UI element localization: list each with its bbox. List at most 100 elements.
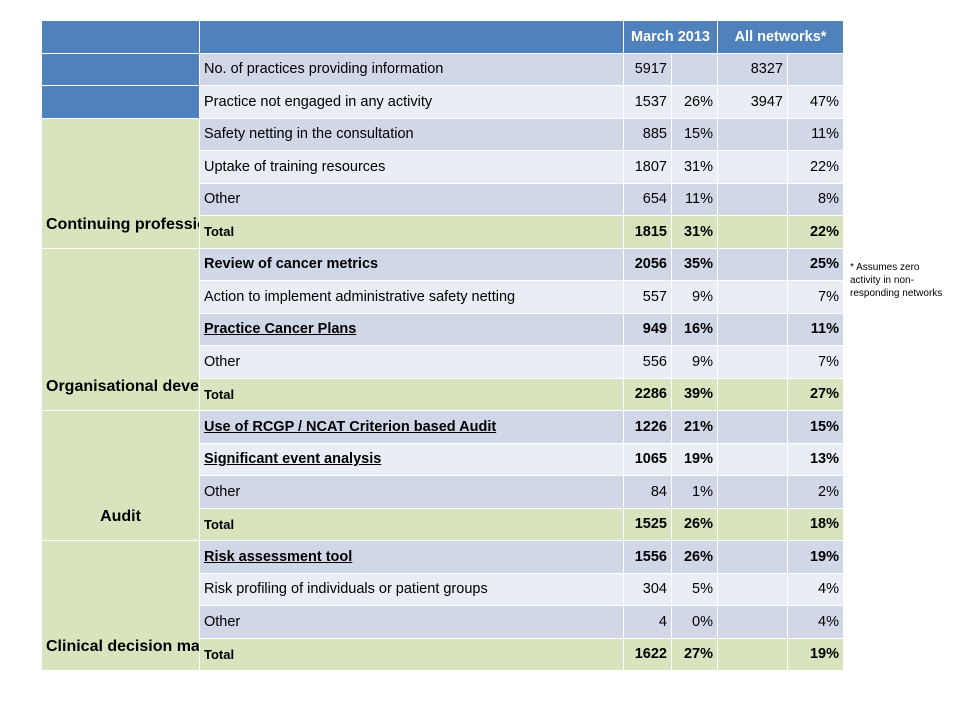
march-percent: 0% xyxy=(671,605,718,639)
row-label: Uptake of training resources xyxy=(199,150,624,184)
march-percent: 15% xyxy=(671,117,718,151)
row-label: Risk assessment tool xyxy=(199,540,624,574)
table-row: Other 4 0% 4% xyxy=(42,605,845,639)
march-count: 1065 xyxy=(623,442,672,476)
row-label: Other xyxy=(199,345,624,379)
header-blank xyxy=(199,20,624,54)
all-networks-count xyxy=(717,377,788,411)
all-networks-percent: 7% xyxy=(786,345,845,379)
row-label: Other xyxy=(199,182,624,216)
all-networks-percent: 22% xyxy=(786,215,845,249)
all-networks-percent: 19% xyxy=(786,637,845,671)
march-count: 84 xyxy=(623,475,672,509)
all-networks-percent: 18% xyxy=(786,507,845,541)
march-percent: 19% xyxy=(671,442,718,476)
header-all-networks: All networks* xyxy=(716,20,845,54)
all-networks-count xyxy=(717,312,788,346)
march-count: 1537 xyxy=(623,85,672,119)
header-row: March 2013 All networks* xyxy=(41,20,845,54)
march-count: 2286 xyxy=(623,377,672,411)
table-row: Uptake of training resources 1807 31% 22… xyxy=(42,150,845,184)
all-networks-percent: 2% xyxy=(786,475,845,509)
total-row: Total 1525 26% 18% xyxy=(42,507,845,541)
all-networks-count: 3947 xyxy=(717,85,788,119)
total-row: Total 2286 39% 27% xyxy=(42,377,845,411)
march-percent: 26% xyxy=(671,85,718,119)
row-blank-cell xyxy=(41,85,200,119)
underlined-label: Risk assessment tool xyxy=(204,548,353,565)
march-percent: 21% xyxy=(671,410,718,444)
total-row: Total 1815 31% 22% xyxy=(42,215,845,249)
header-march-2013: March 2013 xyxy=(623,20,718,54)
all-networks-count xyxy=(717,345,788,379)
table-row: Significant event analysis 1065 19% 13% xyxy=(42,442,845,476)
march-percent: 26% xyxy=(671,507,718,541)
all-networks-percent: 8% xyxy=(786,182,845,216)
all-networks-count xyxy=(717,572,788,606)
all-networks-count xyxy=(717,150,788,184)
march-count: 1226 xyxy=(623,410,672,444)
row-label: Total xyxy=(199,507,624,541)
all-networks-percent: 11% xyxy=(786,117,845,151)
group-label-cpd: Continuing professional development xyxy=(41,117,200,249)
all-networks-count xyxy=(717,442,788,476)
march-count: 557 xyxy=(623,280,672,314)
table-row: Practice Cancer Plans 949 16% 11% xyxy=(42,312,845,346)
all-networks-count xyxy=(717,410,788,444)
march-count: 1807 xyxy=(623,150,672,184)
march-count: 949 xyxy=(623,312,672,346)
march-percent: 27% xyxy=(671,637,718,671)
all-networks-percent xyxy=(786,52,845,86)
table-row: Audit Use of RCGP / NCAT Criterion based… xyxy=(41,410,845,541)
row-label: Risk profiling of individuals or patient… xyxy=(199,572,624,606)
march-percent: 31% xyxy=(671,215,718,249)
march-count: 304 xyxy=(623,572,672,606)
practice-activity-table: March 2013 All networks* No. of practice… xyxy=(41,20,845,671)
underlined-label: Significant event analysis xyxy=(204,451,382,468)
row-label: Other xyxy=(199,605,624,639)
march-percent: 35% xyxy=(671,247,718,281)
all-networks-count xyxy=(717,247,788,281)
table-row: Other 654 11% 8% xyxy=(42,182,845,216)
march-percent: 11% xyxy=(671,182,718,216)
march-percent: 26% xyxy=(671,540,718,574)
row-label: Significant event analysis xyxy=(199,442,624,476)
table-row: Action to implement administrative safet… xyxy=(42,280,845,314)
table-row: Other 84 1% 2% xyxy=(42,475,845,509)
march-count: 654 xyxy=(623,182,672,216)
footnote: * Assumes zero activity in non-respondin… xyxy=(850,262,943,299)
all-networks-percent: 4% xyxy=(786,572,845,606)
underlined-label: Practice Cancer Plans xyxy=(204,321,357,338)
table-row: Organisational development Review of can… xyxy=(41,247,845,411)
table-row: Continuing professional development Safe… xyxy=(41,117,845,249)
march-percent: 16% xyxy=(671,312,718,346)
row-label: Review of cancer metrics xyxy=(199,247,624,281)
row-blank-cell xyxy=(41,52,200,86)
march-percent: 9% xyxy=(671,280,718,314)
row-label: No. of practices providing information xyxy=(199,52,624,86)
march-percent: 5% xyxy=(671,572,718,606)
march-count: 556 xyxy=(623,345,672,379)
all-networks-count: 8327 xyxy=(717,52,788,86)
all-networks-percent: 4% xyxy=(786,605,845,639)
row-label: Total xyxy=(199,377,624,411)
row-label: Total xyxy=(199,637,624,671)
total-row: Total 1622 27% 19% xyxy=(42,637,845,671)
all-networks-count xyxy=(717,507,788,541)
march-count: 1556 xyxy=(623,540,672,574)
table-row: Clinical decision making Risk assessment… xyxy=(41,540,845,671)
all-networks-count xyxy=(717,540,788,574)
all-networks-percent: 27% xyxy=(786,377,845,411)
all-networks-count xyxy=(717,475,788,509)
march-count: 885 xyxy=(623,117,672,151)
group-label-clinical: Clinical decision making xyxy=(41,540,200,671)
header-blank xyxy=(41,20,200,54)
all-networks-count xyxy=(717,605,788,639)
underlined-label: Use of RCGP / NCAT Criterion based Audit xyxy=(204,418,497,435)
all-networks-count xyxy=(717,117,788,151)
march-count: 1622 xyxy=(623,637,672,671)
all-networks-percent: 11% xyxy=(786,312,845,346)
march-count: 2056 xyxy=(623,247,672,281)
all-networks-percent: 19% xyxy=(786,540,845,574)
table-row: Risk profiling of individuals or patient… xyxy=(42,572,845,606)
